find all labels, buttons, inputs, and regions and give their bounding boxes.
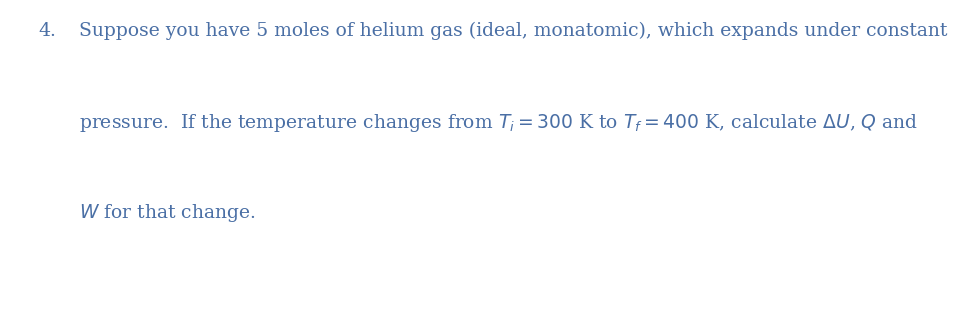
Text: 4.: 4. bbox=[39, 22, 56, 40]
Text: Suppose you have 5 moles of helium gas (ideal, monatomic), which expands under c: Suppose you have 5 moles of helium gas (… bbox=[79, 22, 948, 40]
Text: pressure.  If the temperature changes from $T_i = 300$ K to $T_f = 400$ K, calcu: pressure. If the temperature changes fro… bbox=[79, 112, 919, 134]
Text: $W$ for that change.: $W$ for that change. bbox=[79, 202, 256, 224]
